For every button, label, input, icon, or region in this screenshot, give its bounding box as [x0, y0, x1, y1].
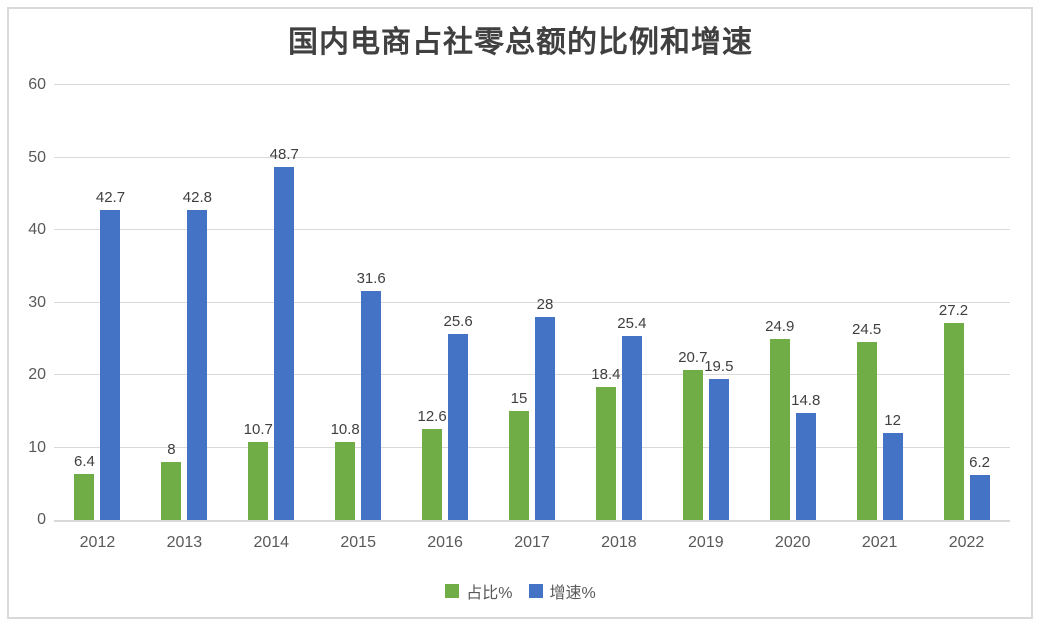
bar-value-label: 6.2	[969, 454, 990, 472]
bar: 27.2	[939, 302, 968, 520]
x-axis-label: 2012	[79, 534, 116, 551]
category-group: 10.7 48.7	[228, 85, 315, 520]
bar-value-label: 12	[884, 412, 901, 429]
category-group: 24.5 12	[836, 85, 923, 520]
bar: 6.4	[74, 453, 95, 520]
gridline	[54, 229, 1010, 230]
bar-value-label: 14.8	[791, 391, 821, 409]
y-tick-label: 50	[28, 148, 46, 166]
plot-area: 0 10 20 30 40 50 60 6.4 42.7 8 42.8 10.7 48.7 10.8 31.…	[28, 76, 1010, 528]
bar: 14.8	[791, 392, 820, 520]
bar: 25.4	[617, 315, 647, 520]
bar-value-label: 27.2	[938, 301, 969, 319]
bar: 24.9	[765, 318, 794, 520]
legend-label: 占比%	[466, 585, 513, 602]
legend-swatch-icon	[445, 584, 460, 598]
category-group: 20.7 19.5	[662, 85, 749, 520]
y-tick-label: 20	[28, 366, 46, 383]
bar: 28	[534, 296, 555, 520]
bar-value-label: 25.4	[617, 314, 647, 332]
bar: 25.6	[443, 313, 473, 520]
y-tick-label: 60	[28, 76, 46, 93]
x-axis-label: 2018	[601, 534, 637, 551]
category-group: 10.8 31.6	[315, 85, 402, 520]
x-axis-label: 2015	[340, 534, 376, 551]
x-axis-label: 2017	[514, 534, 550, 551]
bar-value-label: 31.6	[356, 269, 386, 287]
bar-value-label: 25.6	[443, 313, 473, 331]
bar-value-label: 24.5	[852, 321, 882, 339]
bar: 20.7	[678, 349, 707, 520]
category-group: 12.6 25.6	[402, 85, 489, 520]
legend-label: 增速%	[549, 585, 596, 602]
bar-value-label: 48.7	[269, 145, 299, 163]
x-axis-label: 2013	[166, 534, 203, 551]
x-axis-label: 2019	[688, 534, 724, 551]
category-group: 15 28	[489, 85, 576, 520]
x-axis-label: 2022	[948, 534, 985, 551]
bar: 24.5	[852, 321, 881, 520]
bar-value-label: 12.6	[417, 407, 447, 425]
bar-value-label: 42.7	[95, 189, 126, 207]
x-axis-label: 2014	[253, 534, 290, 551]
gridline	[54, 374, 1010, 375]
gridline	[54, 84, 1010, 85]
bar-value-label: 18.4	[591, 365, 621, 383]
bar-value-label: 28	[536, 296, 554, 313]
chart-title: 国内电商占社零总额的比例和增速	[288, 25, 753, 60]
bar: 48.7	[270, 146, 299, 520]
bar: 12	[882, 412, 903, 520]
bar: 8	[161, 441, 182, 520]
bar: 12.6	[417, 408, 447, 520]
bar: 42.7	[96, 189, 125, 520]
bar: 42.8	[183, 189, 212, 520]
bar-value-label: 15	[510, 390, 528, 408]
bar-value-label: 24.9	[765, 318, 795, 336]
bar: 10.8	[331, 421, 360, 520]
gridline	[54, 446, 1010, 448]
bar: 10.7	[244, 421, 273, 520]
bar-value-label: 8	[167, 441, 176, 458]
bar: 15	[508, 390, 529, 520]
bar: 19.5	[704, 358, 733, 520]
bar-value-label: 10.7	[243, 421, 273, 439]
legend-swatch-icon	[528, 584, 543, 598]
bar: 18.4	[591, 366, 621, 520]
y-tick-label: 40	[28, 221, 46, 238]
bar: 31.6	[357, 270, 386, 520]
bar-value-label: 6.4	[74, 452, 95, 470]
category-group: 6.4 42.7	[54, 85, 141, 520]
category-group: 8 42.8	[141, 85, 228, 520]
category-group: 24.9 14.8	[749, 85, 836, 520]
x-axis-line	[54, 520, 1010, 522]
bar-value-label: 10.8	[330, 420, 360, 438]
x-axis-label: 2021	[861, 534, 898, 551]
y-tick-label: 30	[28, 293, 46, 311]
legend-item: 增速%	[528, 579, 596, 603]
gridline	[54, 301, 1010, 303]
bar-value-label: 42.8	[182, 188, 212, 206]
category-group: 27.2 6.2	[923, 85, 1010, 520]
gridline	[54, 156, 1010, 158]
category-group: 18.4 25.4	[575, 85, 662, 520]
x-axis-label: 2020	[774, 534, 811, 551]
y-tick-label: 10	[28, 438, 46, 456]
x-axis-label: 2016	[427, 534, 463, 551]
x-axis: 2012 2013 2014 2015 2016 2017 2018 2019 2020 2021…	[54, 533, 1010, 553]
legend: 占比% 增速%	[0, 579, 1041, 603]
bar-value-label: 19.5	[704, 357, 734, 375]
bar-value-label: 20.7	[678, 348, 708, 366]
bar: 6.2	[969, 454, 990, 520]
y-tick-label: 0	[37, 511, 46, 528]
legend-item: 占比%	[445, 579, 513, 603]
